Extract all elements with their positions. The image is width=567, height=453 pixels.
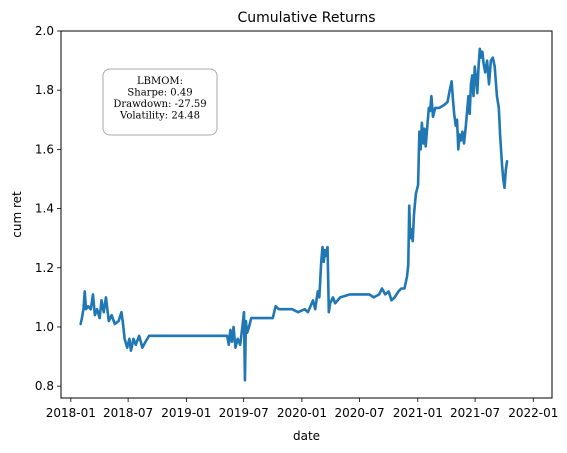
x-tick-label: 2021-01: [393, 406, 443, 420]
x-tick-label: 2018-01: [46, 406, 96, 420]
x-tick-label: 2020-01: [277, 406, 327, 420]
annotation-line-sharpe: Sharpe: 0.49: [127, 88, 192, 99]
y-tick-label: 0.8: [35, 379, 54, 393]
stats-annotation: LBMOM: Sharpe: 0.49 Drawdown: -27.59 Vol…: [102, 68, 218, 136]
annotation-line-volatility: Volatility: 24.48: [119, 111, 200, 122]
x-tick-label: 2022-01: [508, 406, 558, 420]
x-axis: 2018-01 2018-07 2019-01 2019-07 2020-01 2020-…: [46, 398, 558, 420]
y-tick-label: 1.8: [35, 83, 54, 97]
cumulative-return-line: [79, 47, 509, 382]
y-axis-label: cum ret: [10, 191, 24, 238]
chart-title: Cumulative Returns: [237, 10, 375, 26]
x-tick-label: 2021-07: [450, 406, 500, 420]
annotation-line-drawdown: Drawdown: -27.59: [113, 99, 206, 110]
annotation-line-strategy: LBMOM:: [137, 76, 183, 87]
series-layer: [79, 47, 509, 382]
x-tick-label: 2019-07: [219, 406, 269, 420]
x-tick-label: 2020-07: [334, 406, 384, 420]
y-tick-label: 1.6: [35, 142, 54, 156]
x-tick-label: 2019-01: [161, 406, 211, 420]
y-tick-label: 2.0: [35, 24, 54, 38]
y-tick-label: 1.4: [35, 202, 54, 216]
y-tick-label: 1.2: [35, 261, 54, 275]
y-tick-label: 1.0: [35, 320, 54, 334]
plot-border: [60, 30, 553, 399]
x-tick-label: 2018-07: [103, 406, 153, 420]
y-axis: 0.8 1.0 1.2 1.4 1.6 1.8 2.0: [35, 24, 61, 393]
stats-annotation-box: [102, 68, 218, 136]
x-axis-label: date: [293, 429, 320, 443]
